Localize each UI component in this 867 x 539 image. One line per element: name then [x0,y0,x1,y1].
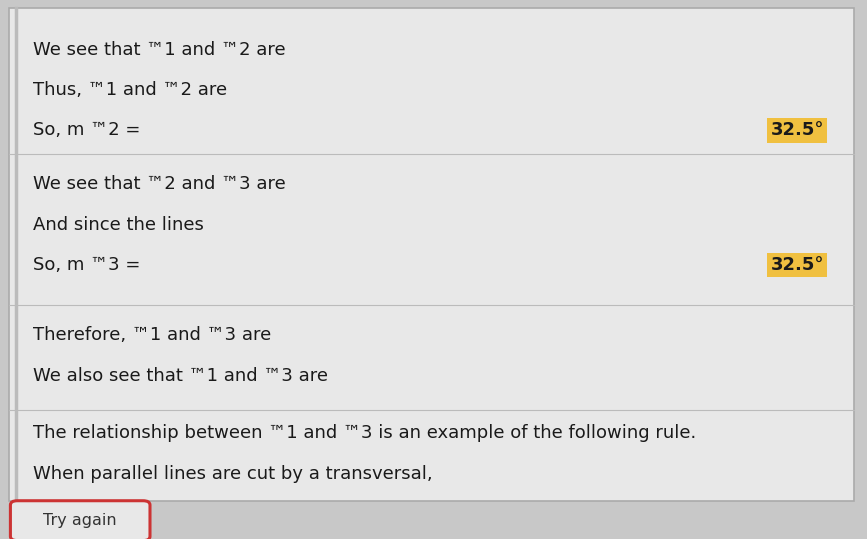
Text: Try again: Try again [43,513,116,528]
Text: When parallel lines are cut by a transversal,: When parallel lines are cut by a transve… [33,465,439,483]
Text: 32.5°: 32.5° [771,256,825,274]
Text: We see that ™2 and ™3 are: We see that ™2 and ™3 are [33,175,291,194]
Text: We see that ™1 and ™2 are: We see that ™1 and ™2 are [33,40,291,59]
Text: The relationship between ™1 and ™3 is an example of the following rule.: The relationship between ™1 and ™3 is an… [33,424,696,443]
Text: We also see that ™1 and ™3 are: We also see that ™1 and ™3 are [33,367,334,385]
Text: 32.5°: 32.5° [771,121,825,140]
Text: So, m ™2 =: So, m ™2 = [33,121,146,140]
Text: Thus, ™1 and ™2 are: Thus, ™1 and ™2 are [33,81,233,99]
FancyBboxPatch shape [9,8,854,501]
Text: And since the lines: And since the lines [33,216,210,234]
Text: So, m ™3 =: So, m ™3 = [33,256,146,274]
FancyBboxPatch shape [10,501,150,539]
Text: Therefore, ™1 and ™3 are: Therefore, ™1 and ™3 are [33,326,277,344]
